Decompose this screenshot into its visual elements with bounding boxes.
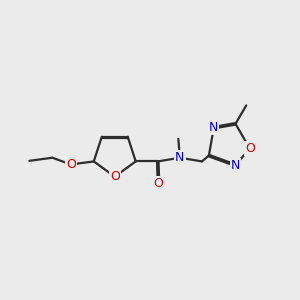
Text: N: N bbox=[231, 159, 240, 172]
Text: N: N bbox=[175, 151, 184, 164]
Text: O: O bbox=[110, 170, 120, 183]
Text: O: O bbox=[66, 158, 76, 171]
Text: N: N bbox=[209, 121, 218, 134]
Text: O: O bbox=[245, 142, 255, 155]
Text: O: O bbox=[154, 177, 164, 190]
